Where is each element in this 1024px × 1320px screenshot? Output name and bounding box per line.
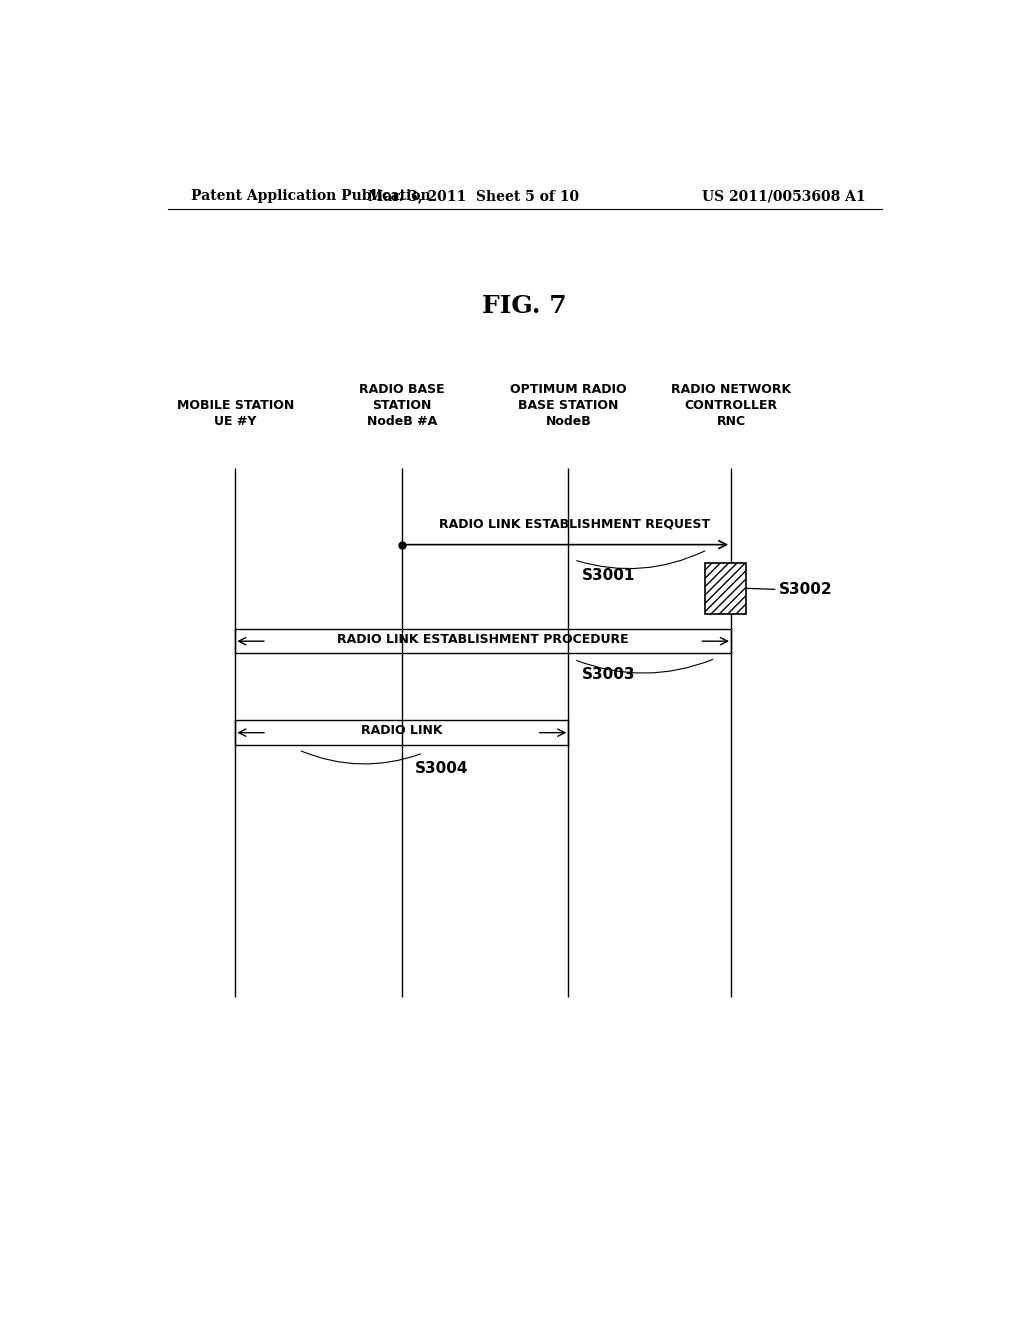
Text: RADIO BASE
STATION
NodeB #A: RADIO BASE STATION NodeB #A: [359, 383, 444, 428]
Bar: [705, 562, 746, 614]
Text: S3001: S3001: [582, 568, 635, 582]
Text: MOBILE STATION
UE #Y: MOBILE STATION UE #Y: [176, 399, 294, 428]
Text: RADIO LINK ESTABLISHMENT REQUEST: RADIO LINK ESTABLISHMENT REQUEST: [439, 517, 710, 531]
Text: RADIO NETWORK
CONTROLLER
RNC: RADIO NETWORK CONTROLLER RNC: [671, 383, 792, 428]
Text: S3004: S3004: [416, 760, 469, 776]
Text: RADIO LINK: RADIO LINK: [361, 725, 442, 737]
Text: RADIO LINK ESTABLISHMENT PROCEDURE: RADIO LINK ESTABLISHMENT PROCEDURE: [337, 632, 629, 645]
Text: Mar. 3, 2011  Sheet 5 of 10: Mar. 3, 2011 Sheet 5 of 10: [368, 189, 579, 203]
Text: OPTIMUM RADIO
BASE STATION
NodeB: OPTIMUM RADIO BASE STATION NodeB: [510, 383, 627, 428]
Text: FIG. 7: FIG. 7: [482, 294, 567, 318]
Text: S3003: S3003: [582, 667, 636, 682]
Text: S3002: S3002: [778, 582, 833, 597]
Text: US 2011/0053608 A1: US 2011/0053608 A1: [702, 189, 866, 203]
Text: Patent Application Publication: Patent Application Publication: [191, 189, 431, 203]
